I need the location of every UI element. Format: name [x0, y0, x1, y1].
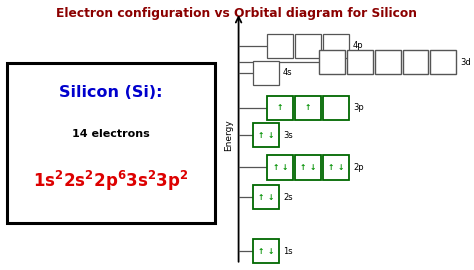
- Text: 2s: 2s: [283, 193, 292, 202]
- Bar: [267, 155, 293, 180]
- Text: ↑: ↑: [277, 103, 283, 113]
- Text: 3s: 3s: [283, 130, 293, 140]
- Text: 2p: 2p: [353, 163, 364, 172]
- Bar: [253, 123, 279, 147]
- Text: ↑: ↑: [305, 103, 311, 113]
- Text: Energy: Energy: [224, 119, 233, 151]
- Text: ↓: ↓: [282, 163, 288, 172]
- Text: ↑: ↑: [258, 130, 264, 140]
- Text: ↓: ↓: [267, 247, 273, 256]
- Text: Silicon (Si):: Silicon (Si):: [59, 86, 163, 100]
- Text: 4s: 4s: [283, 68, 292, 77]
- Text: ↑: ↑: [258, 247, 264, 256]
- Text: ↑: ↑: [258, 193, 264, 202]
- Bar: [430, 50, 456, 74]
- FancyBboxPatch shape: [7, 63, 215, 223]
- Bar: [253, 239, 279, 263]
- Text: 1s: 1s: [283, 247, 292, 256]
- Text: Electron configuration vs Orbital diagram for Silicon: Electron configuration vs Orbital diagra…: [56, 7, 417, 20]
- Bar: [402, 50, 428, 74]
- Bar: [253, 61, 279, 85]
- Text: ↑: ↑: [300, 163, 306, 172]
- Bar: [374, 50, 401, 74]
- Bar: [295, 34, 321, 58]
- Bar: [319, 50, 345, 74]
- Bar: [323, 96, 349, 120]
- Bar: [267, 34, 293, 58]
- Bar: [295, 96, 321, 120]
- Text: 3d: 3d: [461, 58, 471, 67]
- Bar: [267, 96, 293, 120]
- Text: ↓: ↓: [337, 163, 344, 172]
- Text: ↓: ↓: [267, 193, 273, 202]
- Bar: [347, 50, 373, 74]
- Bar: [323, 34, 349, 58]
- Text: $\mathbf{1s^{2}2s^{2}2p^{6}3s^{2}3p^{2}}$: $\mathbf{1s^{2}2s^{2}2p^{6}3s^{2}3p^{2}}…: [33, 169, 189, 193]
- Bar: [323, 155, 349, 180]
- Bar: [295, 155, 321, 180]
- Text: 14 electrons: 14 electrons: [72, 129, 150, 139]
- Text: 4p: 4p: [353, 41, 364, 50]
- Bar: [253, 185, 279, 209]
- Text: ↓: ↓: [267, 130, 273, 140]
- Text: ↑: ↑: [272, 163, 278, 172]
- Text: ↑: ↑: [328, 163, 334, 172]
- Text: ↓: ↓: [309, 163, 316, 172]
- Text: 3p: 3p: [353, 103, 364, 113]
